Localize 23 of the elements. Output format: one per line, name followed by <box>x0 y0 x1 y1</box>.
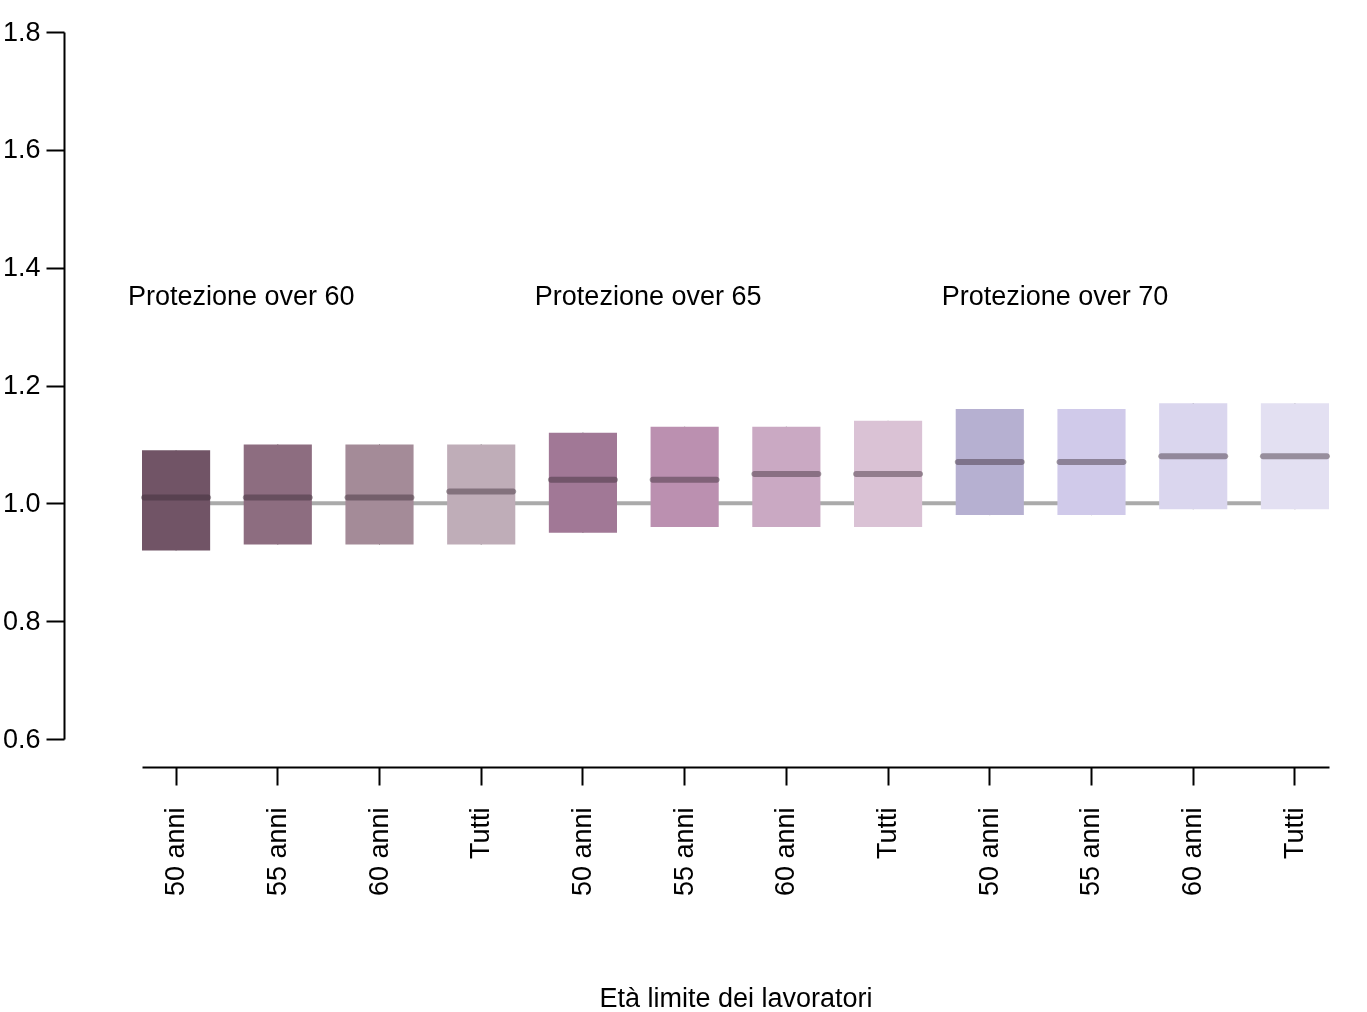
annotation: Protezione over 70 <box>941 281 1169 311</box>
annotation: Protezione over 65 <box>534 281 762 311</box>
x-axis-title: Età limite dei lavoratori <box>599 983 873 1012</box>
x-tick-label: 60 anni <box>363 807 394 897</box>
x-tick-label: Tutti <box>1278 807 1309 860</box>
y-tick-label: 1.8 <box>2 16 41 47</box>
x-tick-label: 60 anni <box>1177 807 1208 897</box>
x-tick-label: 60 anni <box>770 807 801 897</box>
y-tick-label: 1.4 <box>2 252 41 283</box>
x-tick-label: Tutti <box>465 807 496 860</box>
x-tick-label: 50 anni <box>566 807 597 897</box>
y-tick-label: 1.6 <box>2 134 41 165</box>
x-tick-label: 50 anni <box>973 807 1004 897</box>
y-tick-label: 0.8 <box>2 605 41 636</box>
y-tick-label: 1.0 <box>2 487 41 518</box>
x-tick-label: Tutti <box>872 807 903 860</box>
x-tick-label: 55 anni <box>261 807 292 897</box>
y-tick-label: 1.2 <box>2 370 41 400</box>
x-tick-label: 55 anni <box>668 807 699 897</box>
x-tick-label: 55 anni <box>1075 807 1106 897</box>
x-tick-label: 50 anni <box>160 807 191 897</box>
annotation: Protezione over 60 <box>128 281 355 311</box>
y-tick-label: 0.6 <box>2 723 41 754</box>
